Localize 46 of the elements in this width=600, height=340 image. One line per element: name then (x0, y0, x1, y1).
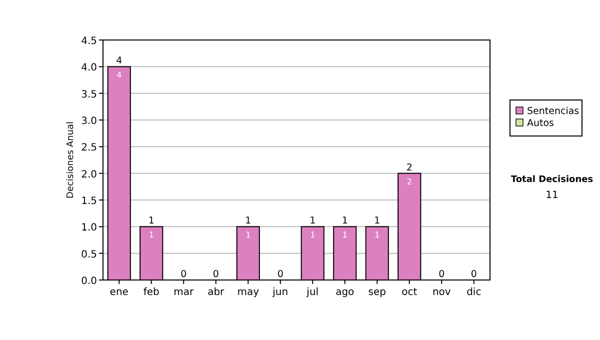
total-label: 0 (438, 269, 445, 280)
y-tick-label: 0.5 (81, 249, 97, 260)
total-label: 4 (116, 56, 122, 67)
total-label: 1 (148, 216, 154, 227)
x-tick-label: jul (306, 287, 319, 298)
data-label: 1 (374, 230, 380, 240)
data-label: 1 (246, 230, 251, 240)
x-tick-label: dic (466, 287, 482, 298)
x-tick-label: abr (208, 287, 226, 298)
data-label: 2 (406, 177, 412, 186)
total-label: 1 (310, 216, 316, 227)
y-tick-label: 0.0 (81, 276, 97, 287)
x-tick-label: sep (368, 287, 386, 298)
total-label: 0 (277, 269, 284, 280)
x-tick-label: feb (143, 287, 160, 298)
y-tick-label: 2.0 (81, 169, 97, 180)
y-tick-label: 2.5 (81, 142, 97, 154)
y-tick-label: 3.5 (81, 89, 97, 100)
data-label: 1 (342, 230, 348, 240)
x-tick-label: ene (110, 287, 128, 298)
text: Total Decisiones (510, 175, 594, 185)
y-tick-label: 4.5 (81, 36, 97, 47)
data-label: 1 (310, 230, 316, 240)
total-label: 0 (212, 269, 219, 280)
x-tick-label: may (237, 287, 260, 298)
total-label: 1 (342, 216, 348, 227)
y-tick-label: 4.0 (81, 62, 97, 74)
y-tick-label: 1.0 (81, 222, 97, 234)
y-axis-title: Decisiones Anual (66, 122, 76, 198)
y-tick-label: 3.0 (81, 116, 97, 127)
total-label: 2 (406, 162, 412, 174)
total-label: 1 (374, 216, 380, 227)
x-tick-label: mar (174, 287, 194, 298)
data-label: 4 (116, 70, 122, 80)
x-tick-label: jun (272, 287, 288, 298)
data-label: 1 (148, 230, 154, 240)
total-label: 0 (180, 269, 187, 280)
text: 11 (546, 190, 558, 201)
legend-label: Autos (527, 118, 554, 129)
x-tick-label: ago (336, 287, 354, 298)
total-label: 1 (245, 216, 252, 227)
total-label: 0 (470, 269, 477, 280)
x-tick-label: nov (432, 287, 451, 298)
y-tick-label: 1.5 (81, 196, 97, 207)
x-tick-label: oct (402, 287, 418, 298)
legend-label: Sentencias (527, 106, 580, 117)
